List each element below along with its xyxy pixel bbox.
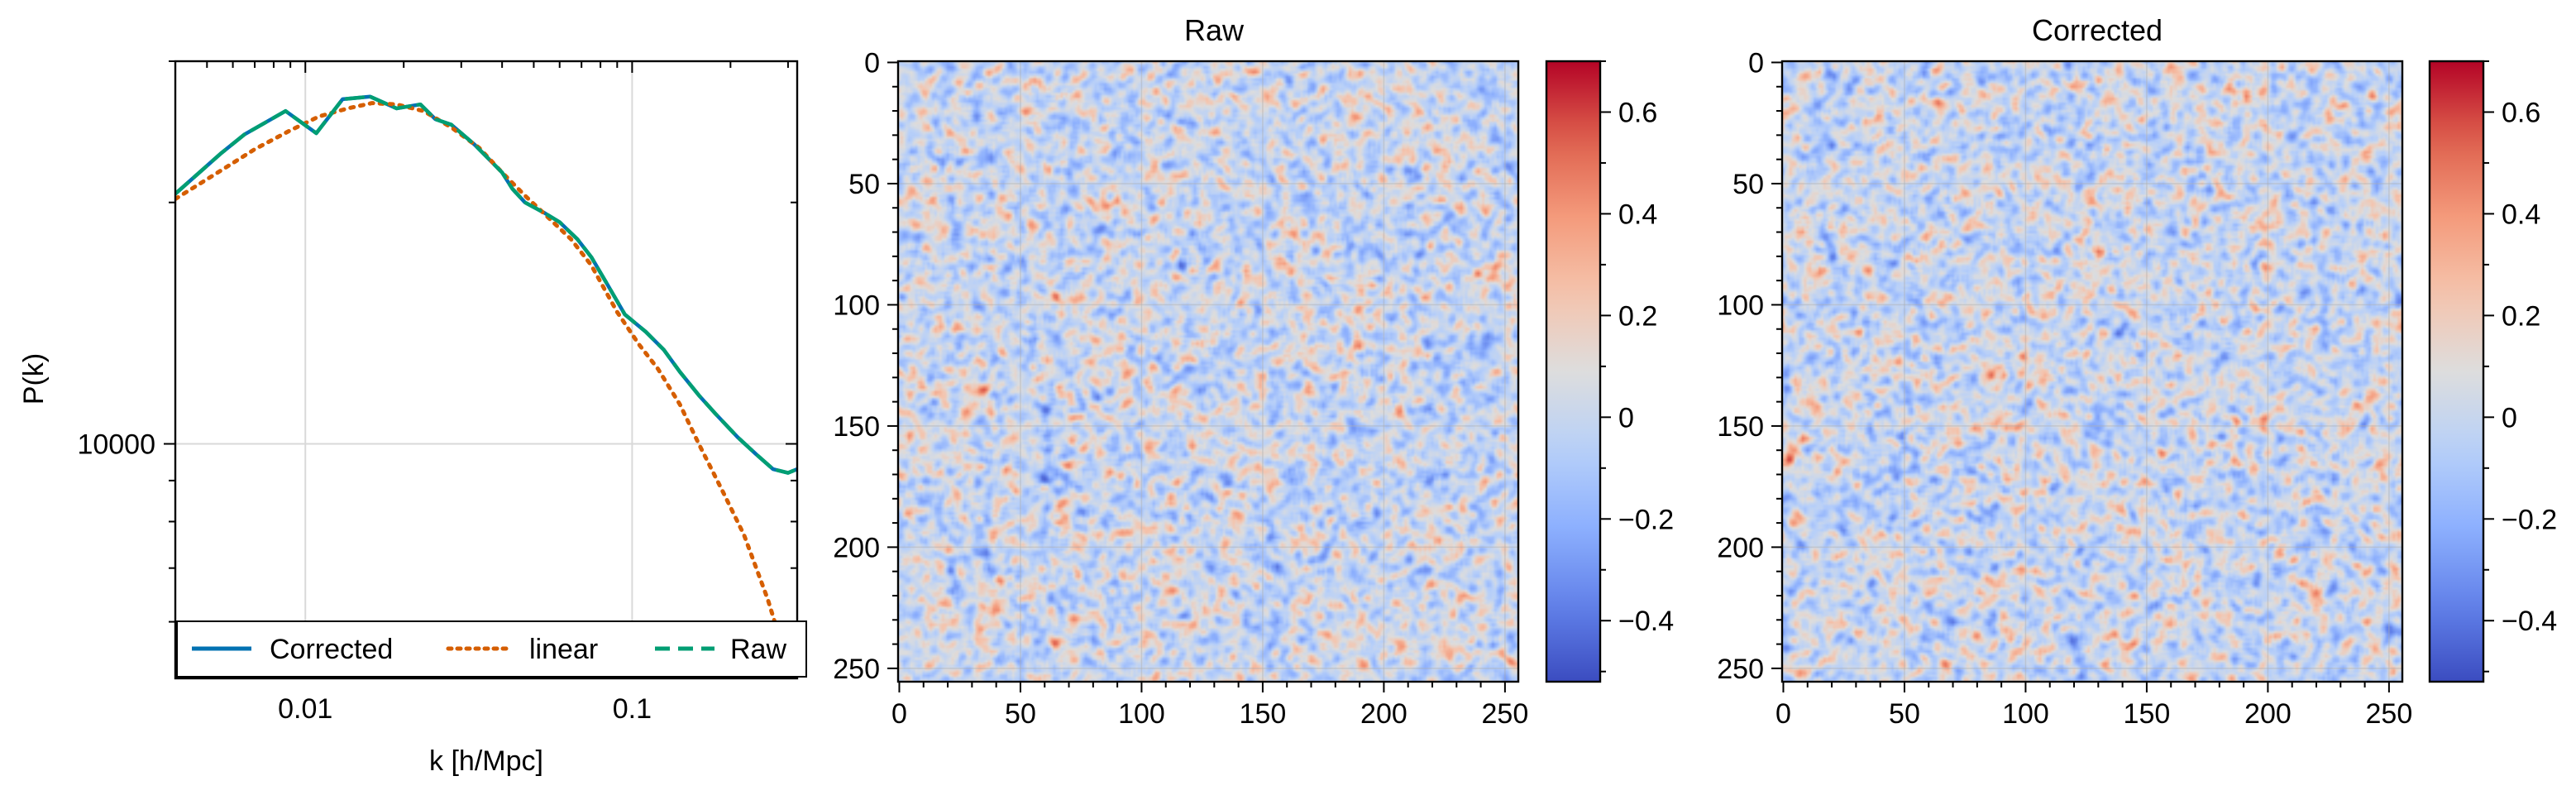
corrected-heatmap-gridlines [1782,61,2402,682]
series-line-raw [175,94,797,475]
raw-density-heatmap [898,61,1518,682]
colorbar-tick-label: 0 [2502,402,2517,434]
heatmap-x-tick-label: 50 [1005,698,1036,730]
heatmap-x-tick-label: 150 [1240,698,1287,730]
series-line-linear [175,101,794,678]
x-tick-label: 0.1 [613,693,652,725]
heatmap-x-tick-label: 200 [1360,698,1407,730]
colorbar-tick-label: −0.4 [1618,606,1674,637]
heatmap-x-tick-label: 100 [1118,698,1165,730]
spectrum-axes-frame [174,60,799,680]
colorbar-tick-label: 0 [1618,402,1634,434]
colorbar-tick-label: 0.4 [1618,199,1657,230]
heatmap-y-tick-label: 150 [1717,411,1764,443]
corrected-heatmap-ticks: 0 0 50 50 100 100 150 150 200 200 250 250 [1717,47,2412,730]
heatmap-x-tick-label: 200 [2244,698,2292,730]
x-tick-label: 0.01 [278,693,332,725]
raw-colorbar [1545,60,1602,683]
heatmap-y-tick-label: 50 [1732,169,1764,200]
heatmap-y-tick-label: 200 [1717,532,1764,563]
legend-label-corrected: Corrected [270,634,393,665]
heatmap-y-tick-label: 250 [833,654,880,685]
heatmap-x-tick-label: 150 [2124,698,2171,730]
colorbar-tick-label: −0.2 [1618,504,1674,535]
heatmap-y-tick-label: 0 [1748,47,1764,79]
heatmap-x-tick-label: 100 [2002,698,2049,730]
raw-colorbar-ticks: −0.4 −0.2 0 0.2 0.4 0.6 [1600,60,1674,673]
colorbar-tick-label: −0.4 [2502,606,2557,637]
corrected-colorbar-ticks: −0.4 −0.2 0 0.2 0.4 0.6 [2483,60,2557,673]
raw-axes-frame [896,60,1520,683]
spectrum-grid [175,61,797,678]
spectrum-xlabel: k [h/Mpc] [429,745,543,777]
heatmap-y-tick-label: 200 [833,532,880,563]
legend-label-linear: linear [529,634,598,665]
corrected-density-heatmap [1782,61,2402,682]
heatmap-y-tick-label: 100 [833,290,880,321]
heatmap-x-tick-label: 250 [1482,698,1529,730]
colorbar-tick-label: 0.4 [2502,199,2540,230]
heatmap-y-tick-label: 100 [1717,290,1764,321]
spectrum-series [175,94,797,678]
corrected-panel-title: Corrected [2032,13,2163,47]
heatmap-x-tick-label: 0 [891,698,907,730]
heatmap-y-tick-label: 250 [1717,654,1764,685]
corrected-field-panel: Corrected 0 0 50 50 100 100 150 150 200 200 250 250… [1717,13,2557,730]
colorbar-tick-label: 0.2 [2502,300,2540,332]
raw-panel-title: Raw [1184,13,1245,47]
colorbar-tick-label: 0.2 [1618,300,1657,332]
colorbar-tick-label: 0.6 [2502,97,2540,128]
spectrum-ylabel: P(k) [18,353,50,405]
y-tick-label: 10000 [77,429,155,461]
heatmap-x-tick-label: 50 [1889,698,1920,730]
heatmap-y-tick-label: 0 [864,47,880,79]
legend-label-raw: Raw [730,634,786,665]
colorbar-tick-label: 0.6 [1618,97,1657,128]
colorbar-tick-label: −0.2 [2502,504,2557,535]
heatmap-y-tick-label: 50 [848,169,880,200]
raw-heatmap-ticks: 0 0 50 50 100 100 150 150 200 200 250 250 [833,47,1528,730]
raw-heatmap-gridlines [898,61,1518,682]
corrected-colorbar [2428,60,2485,683]
legend: Corrected linear Raw [176,620,807,678]
power-spectrum-panel: 0.01 0.1 10000 k [h/Mpc] P(k) Corrected li… [18,60,807,777]
heatmap-y-tick-label: 150 [833,411,880,443]
heatmap-x-tick-label: 0 [1775,698,1791,730]
corrected-axes-frame [1780,60,2404,683]
heatmap-x-tick-label: 250 [2366,698,2413,730]
